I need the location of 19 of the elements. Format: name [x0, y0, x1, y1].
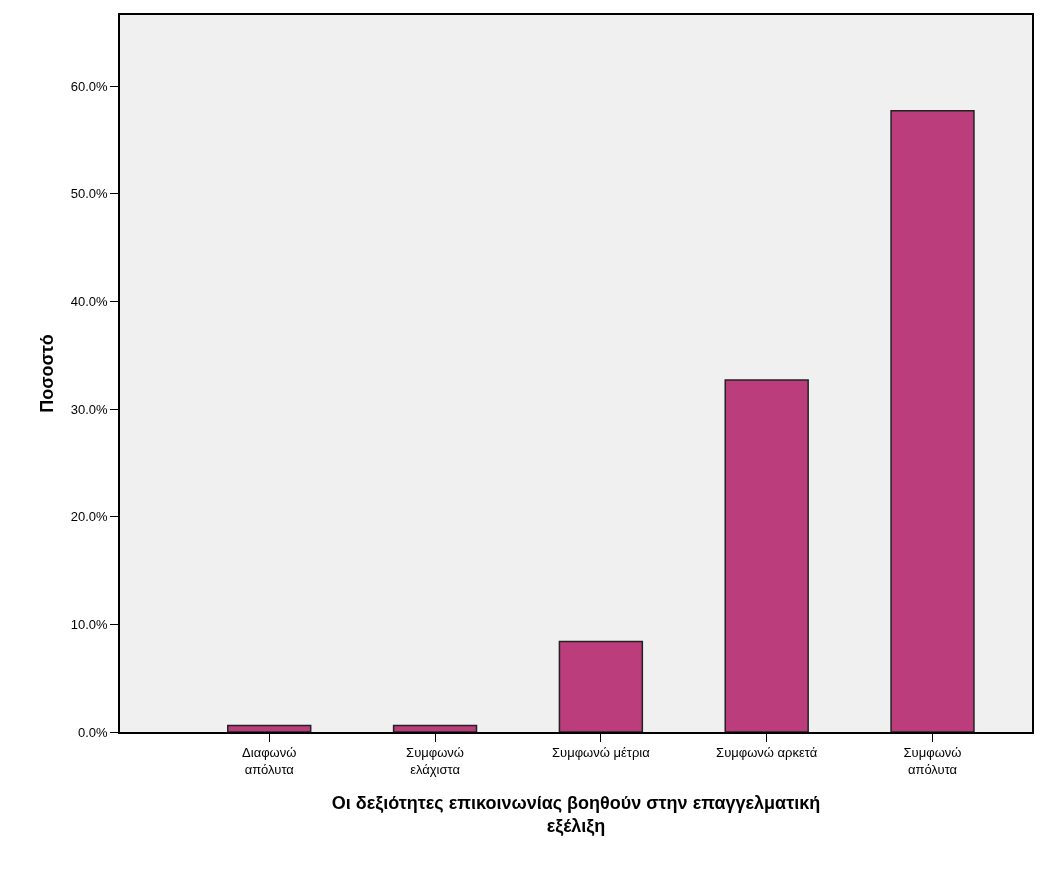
x-axis-title: Οι δεξιότητες επικοινωνίας βοηθούν στην επαγγελματική εξέλιξη [331, 792, 821, 838]
x-tick-label: Συμφωνώ απόλυτα [903, 745, 962, 778]
y-tick-label: 40.0% [70, 293, 109, 309]
bar [890, 110, 975, 732]
y-tick-label: 50.0% [70, 186, 109, 202]
bar [558, 640, 644, 732]
x-tick-label: Διαφωνώ απόλυτα [242, 745, 297, 778]
bar [227, 724, 312, 732]
x-tick-label: Συμφωνώ αρκετά [716, 745, 818, 761]
x-tick-label: Συμφωνώ μέτρια [552, 745, 651, 761]
x-tick-label: Συμφωνώ ελάχιστα [406, 745, 464, 778]
y-tick-label: 60.0% [70, 78, 109, 94]
bar [392, 724, 478, 732]
y-axis-title: Ποσοστό [37, 334, 58, 413]
y-tick-label: 0.0% [78, 724, 109, 740]
y-tick-label: 30.0% [70, 401, 109, 417]
bar [724, 379, 809, 732]
y-tick-label: 10.0% [70, 616, 109, 632]
y-tick-label: 20.0% [70, 509, 109, 525]
